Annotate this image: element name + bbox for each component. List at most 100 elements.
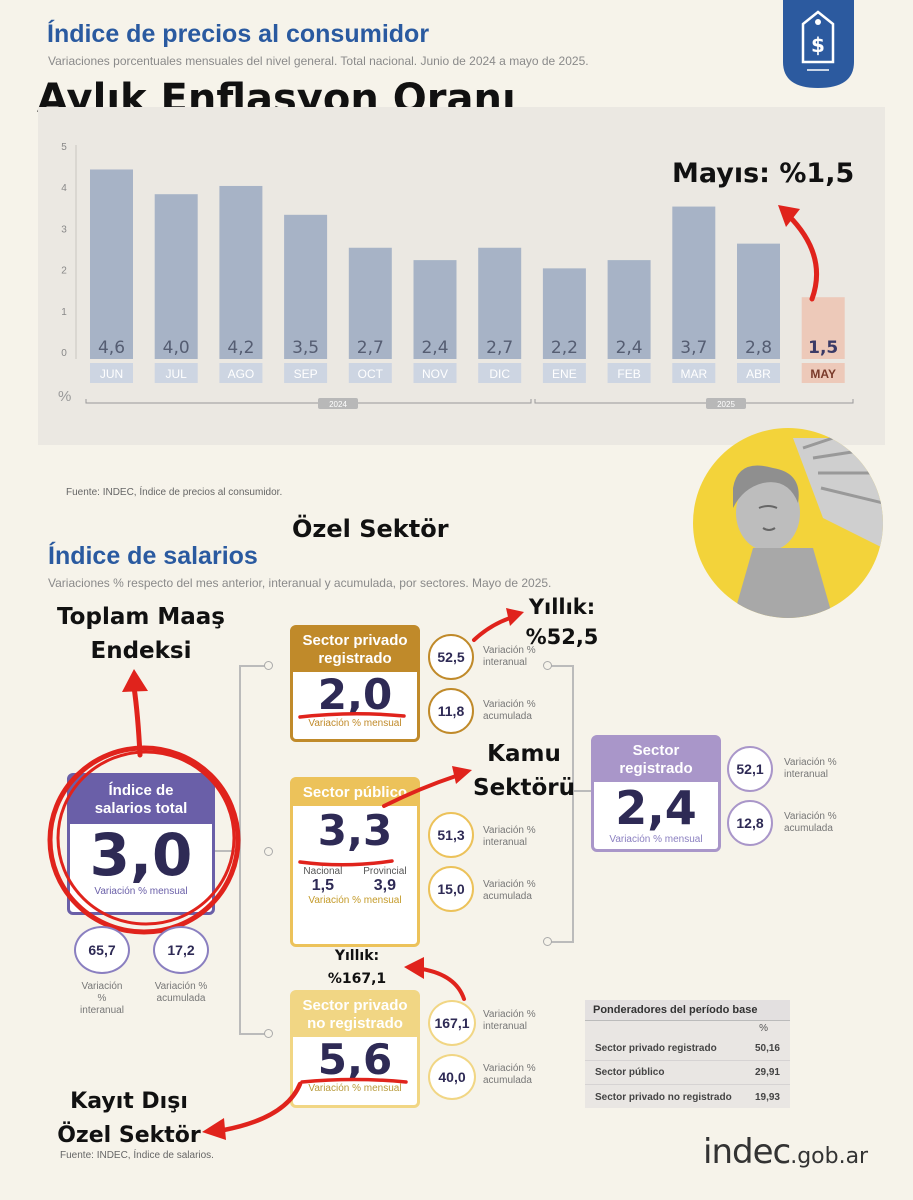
yillik-nr-annotation: Yıllık: %167,1: [322, 945, 392, 991]
connector-right-mid: [572, 790, 592, 792]
category-label-bg: [672, 363, 716, 383]
category-label-bg: [801, 363, 845, 383]
registrado-value: 2,4: [615, 781, 697, 835]
chart-source: Fuente: INDEC, Índice de precios al cons…: [66, 487, 283, 498]
category-label: JUN: [100, 367, 123, 381]
no-registrado-interanual-circle: 167,1: [428, 1000, 476, 1046]
y-axis-label: %: [58, 388, 71, 405]
ponderadores-table: Ponderadores del período base % Sector p…: [585, 1000, 790, 1108]
ponderadores-row-value: 50,16: [754, 1043, 780, 1054]
registrado-cap: Variación % mensual: [609, 834, 703, 845]
price-tag-icon: $: [783, 0, 854, 88]
total-head: Índice de salarios total: [70, 776, 212, 824]
no-registrado-head: Sector privado no registrado: [293, 993, 417, 1037]
bar-value-label: 2,8: [745, 338, 772, 358]
chart-panel: 0 1 2 3 4 5% 4,6 JUN 4,0 JUL 4,2 AGO 3,5 SEP 2,7 OCT 2,4…: [38, 107, 885, 445]
may-annotation: Mayıs: %1,5: [672, 158, 855, 189]
indec-logo-suffix: .gob.ar: [790, 1144, 869, 1169]
year-label-bg-2024: [318, 398, 358, 409]
publico-box: Sector público 3,3 Nacional 1,5 Provinci…: [290, 777, 420, 947]
bar-value-label: 2,2: [551, 338, 578, 358]
ipc-subtitle: Variaciones porcentuales mensuales del n…: [48, 54, 589, 68]
year-label-2025: 2025: [717, 400, 735, 409]
publico-provincial: Provincial 3,9: [363, 866, 406, 895]
bar: [348, 247, 392, 359]
bar-value-label: 1,5: [808, 338, 838, 358]
connector-left-mid: [215, 850, 241, 852]
category-label-bg: [154, 363, 198, 383]
bar-value-label: 4,0: [163, 338, 190, 358]
category-label: DIC: [489, 367, 510, 381]
no-registrado-value: 5,6: [317, 1035, 393, 1084]
y-tick-label: 1: [61, 307, 67, 318]
year-bracket-2025: [534, 399, 854, 404]
connector-right-bottom: [548, 941, 574, 943]
ponderadores-row-label: Sector privado registrado: [595, 1043, 717, 1054]
privado-acumulada-label: Variación % acumulada: [483, 699, 536, 722]
connector-dot-top: [264, 661, 273, 670]
yillik-priv-line2: %52,5: [525, 625, 599, 649]
salarios-title: Índice de salarios: [48, 542, 258, 570]
publico-split: Nacional 1,5 Provincial 3,9: [293, 866, 417, 895]
y-tick-label: 5: [61, 142, 67, 153]
connector-dot-mid: [264, 847, 273, 856]
privado-box: Sector privado registrado 2,0 Variación …: [290, 625, 420, 742]
ponderadores-row-label: Sector privado no registrado: [595, 1091, 732, 1103]
bar: [607, 260, 651, 359]
category-label: AGO: [228, 367, 255, 381]
category-label: SEP: [294, 367, 318, 381]
bar-value-label: 2,7: [357, 338, 384, 358]
total-interanual-label: Variación % interanual: [80, 981, 124, 1016]
privado-underline: [298, 711, 406, 719]
publico-interanual-label: Variación % interanual: [483, 825, 536, 848]
year-label-bg-2025: [706, 398, 746, 409]
ozel-annotation: Özel Sektör: [292, 515, 449, 543]
bar: [542, 268, 586, 359]
bar-value-label: 3,5: [292, 338, 319, 358]
bar-value-label: 3,7: [680, 338, 707, 358]
kamu-arrow: [382, 766, 472, 808]
ponderadores-row: Sector privado registrado 50,16: [585, 1037, 790, 1061]
bar: [90, 169, 133, 359]
yillik-nr-line2: %167,1: [327, 971, 387, 987]
bar: [154, 194, 198, 359]
connector-dot-right-bottom: [543, 937, 552, 946]
yillik-nr-line1: Yıllık:: [334, 948, 380, 964]
connector-top: [239, 665, 265, 667]
category-label: OCT: [358, 367, 384, 381]
no-registrado-interanual-label: Variación % interanual: [483, 1009, 536, 1032]
publico-provincial-value: 3,9: [373, 877, 396, 894]
salarios-subtitle: Variaciones % respecto del mes anterior,…: [48, 576, 552, 590]
ponderadores-unit: %: [759, 1023, 768, 1034]
year-bracket-2024: [85, 399, 532, 404]
connector-right-vertical: [572, 665, 574, 943]
privado-interanual-circle: 52,5: [428, 634, 474, 680]
connector-bottom: [239, 1033, 265, 1035]
bar-value-label: 4,2: [227, 338, 254, 358]
total-acumulada-circle: 17,2: [153, 926, 209, 974]
bar-value-label: 4,6: [98, 338, 125, 358]
yillik-nr-arrow: [404, 957, 466, 1001]
privado-value: 2,0: [317, 670, 393, 719]
bar: [284, 214, 328, 359]
bar: [801, 297, 845, 359]
privado-acumulada-circle: 11,8: [428, 688, 474, 734]
registrado-head: Sector registrado: [594, 738, 718, 782]
y-tick-label: 2: [61, 266, 67, 277]
category-label-bg: [413, 363, 457, 383]
connector-dot-bottom: [264, 1029, 273, 1038]
publico-value: 3,3: [317, 806, 393, 855]
bar: [737, 243, 780, 359]
publico-acumulada-label: Variación % acumulada: [483, 879, 536, 902]
bar-value-label: 2,7: [486, 338, 513, 358]
registrado-acumulada-label: Variación % acumulada: [784, 811, 837, 834]
no-registrado-cap: Variación % mensual: [308, 1083, 402, 1094]
no-registrado-underline: [300, 1077, 408, 1084]
yillik-priv-line1: Yıllık:: [528, 595, 596, 619]
kamu-line2: Sektörü: [473, 775, 575, 801]
ponderadores-row: Sector público 29,91: [585, 1061, 790, 1085]
publico-nacional: Nacional 1,5: [303, 866, 342, 895]
total-value: 3,0: [89, 821, 193, 889]
category-label-bg: [348, 363, 392, 383]
total-acumulada-label: Variación % acumulada: [154, 981, 208, 1004]
